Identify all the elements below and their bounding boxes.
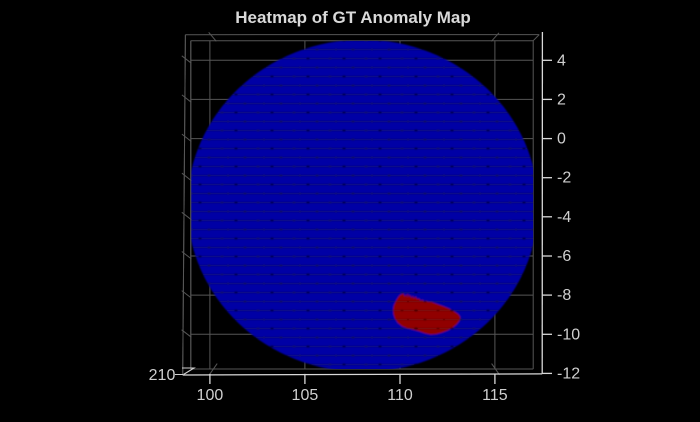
svg-text:0: 0 <box>557 131 566 148</box>
svg-text:-2: -2 <box>557 170 571 187</box>
svg-text:210: 210 <box>149 367 176 384</box>
svg-text:-12: -12 <box>557 365 580 382</box>
svg-text:-4: -4 <box>557 209 571 226</box>
svg-text:-10: -10 <box>557 326 580 343</box>
svg-text:4: 4 <box>557 52 566 69</box>
svg-text:2: 2 <box>557 91 566 108</box>
svg-text:115: 115 <box>482 387 508 404</box>
svg-text:-6: -6 <box>557 248 571 265</box>
svg-text:100: 100 <box>197 387 224 404</box>
svg-text:Heatmap of GT Anomaly Map: Heatmap of GT Anomaly Map <box>235 8 471 27</box>
svg-text:110: 110 <box>387 387 413 404</box>
svg-text:105: 105 <box>292 387 319 404</box>
svg-text:-8: -8 <box>557 287 571 304</box>
